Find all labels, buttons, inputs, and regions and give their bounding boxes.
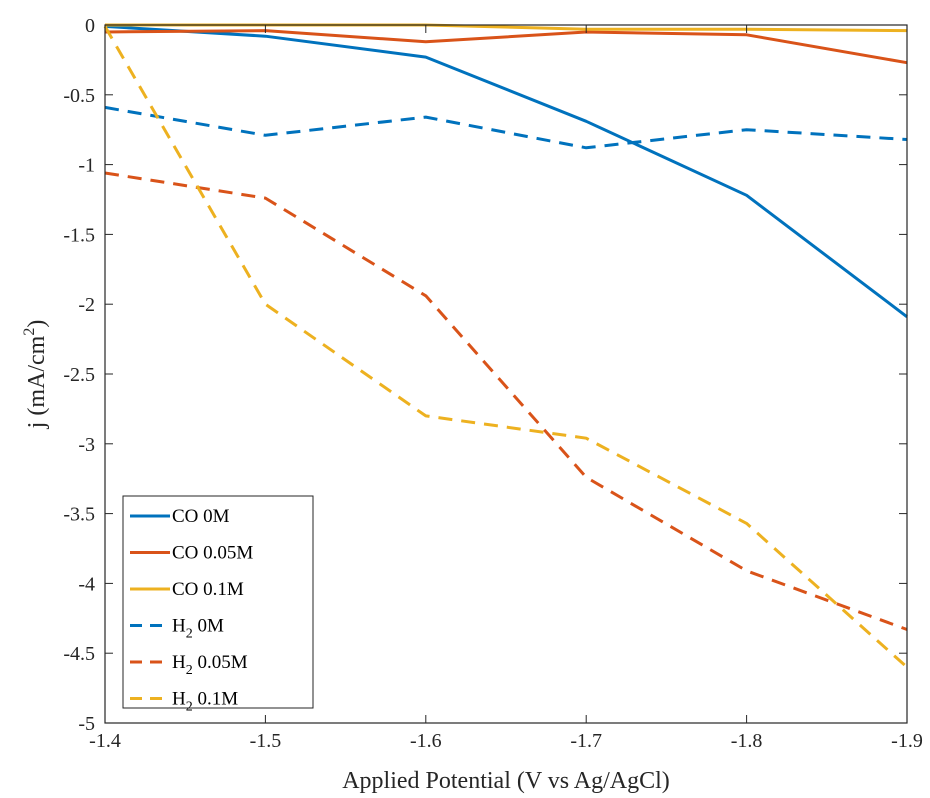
y-tick-label: -0.5 <box>63 85 95 107</box>
y-tick-label: -4 <box>78 573 95 595</box>
legend-label: CO 0M <box>172 506 230 527</box>
legend-label: CO 0.1M <box>172 579 244 600</box>
series-line-4 <box>104 171 908 631</box>
x-axis-title: Applied Potential (V vs Ag/AgCl) <box>342 768 670 794</box>
x-tick-label: -1.8 <box>731 730 763 752</box>
y-tick-label: 0 <box>85 15 95 37</box>
x-tick-label: -1.7 <box>570 730 602 752</box>
series-line-1 <box>104 29 908 65</box>
x-tick-label: -1.4 <box>89 730 121 752</box>
legend-box <box>122 495 314 709</box>
x-tick-label: -1.9 <box>891 730 923 752</box>
y-tick-label: -3.5 <box>63 504 95 526</box>
y-tick-label: -1.5 <box>63 224 95 246</box>
y-tick-label: -2.5 <box>63 364 95 386</box>
y-tick-label: -2 <box>78 294 95 316</box>
y-tick-label: -1 <box>78 155 95 177</box>
series-line-0 <box>104 24 908 318</box>
tick-labels: -1.4 -1.5 -1.6 -1.7 -1.8 -1.9 0 -0.5 -1 -1.5 -2 -2.… <box>63 15 923 752</box>
legend-label: CO 0.05M <box>172 543 253 564</box>
y-tick-label: -4.5 <box>63 643 95 665</box>
legend-label: H2 0M <box>172 616 224 642</box>
legend-label: H2 0.05M <box>172 652 248 678</box>
x-tick-label: -1.6 <box>410 730 442 752</box>
legend-label: H2 0.1M <box>172 689 238 715</box>
y-axis-title: j (mA/cm2) <box>21 320 50 430</box>
legend: CO 0M CO 0.05M CO 0.1M H2 0M H2 0.05M H2 0.1M <box>122 495 314 715</box>
ticks <box>104 24 908 724</box>
series-line-3 <box>104 105 908 150</box>
y-tick-label: -3 <box>78 434 95 456</box>
x-tick-label: -1.5 <box>250 730 282 752</box>
y-tick-label: -5 <box>78 713 95 735</box>
